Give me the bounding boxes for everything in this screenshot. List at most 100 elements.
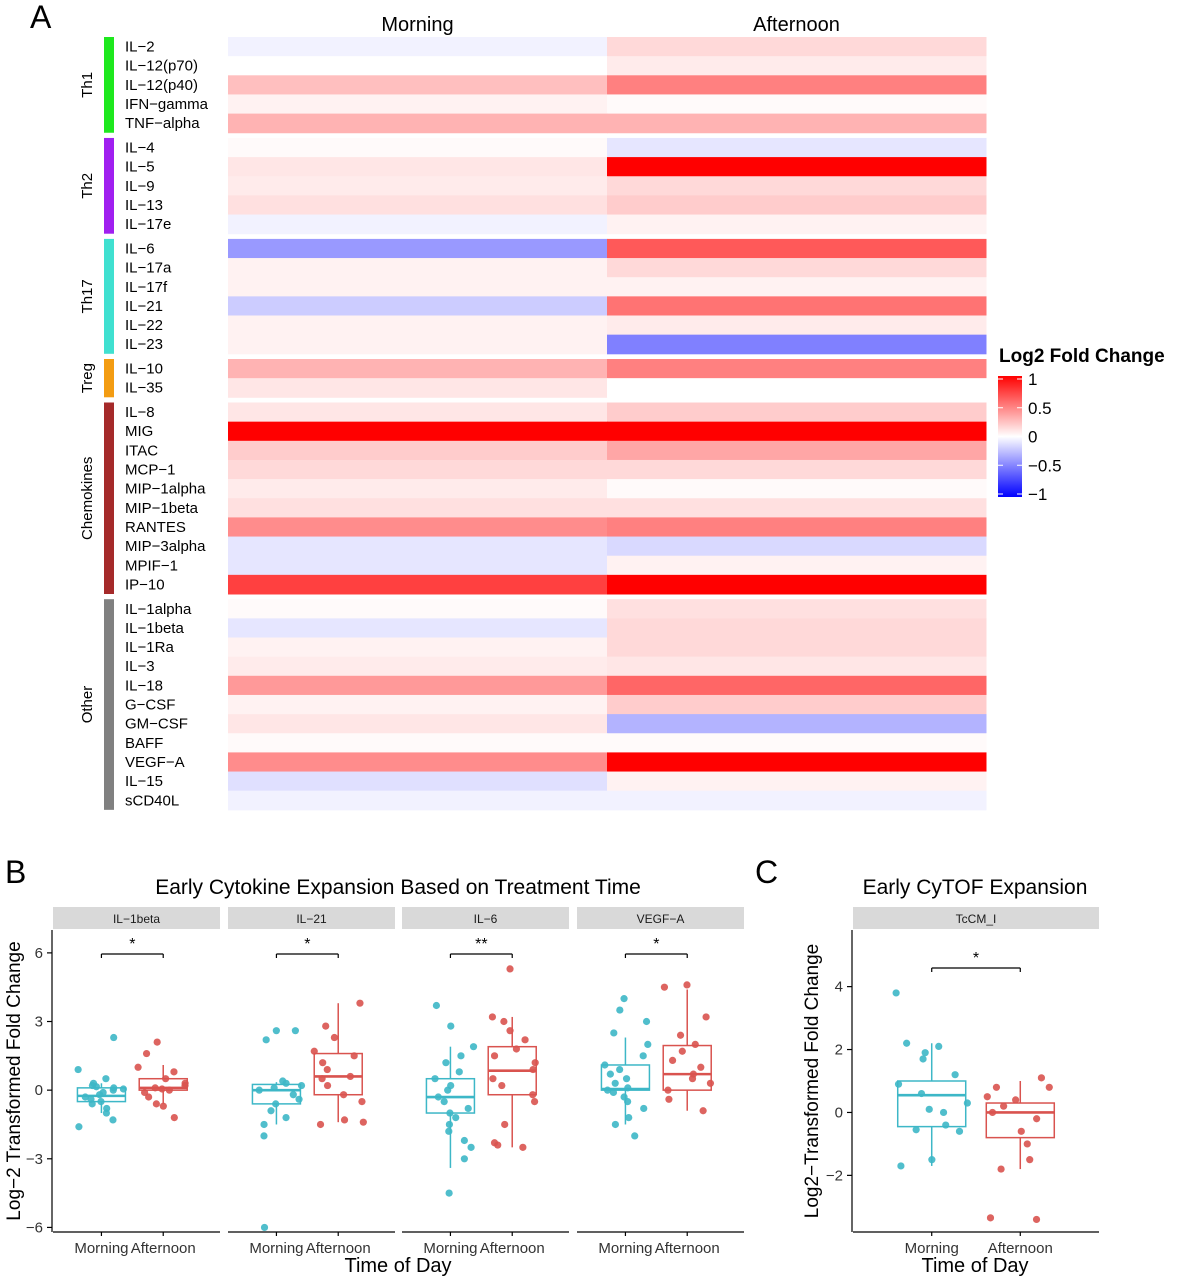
x-tick-label: Morning	[249, 1240, 303, 1257]
data-point	[921, 1049, 929, 1057]
heatmap-row-label: G−CSF	[125, 697, 175, 714]
data-point	[457, 1052, 465, 1060]
group-color-bar	[104, 37, 114, 133]
data-point	[340, 1116, 349, 1124]
data-point	[925, 1105, 933, 1113]
data-point	[255, 1086, 263, 1094]
data-point	[625, 1114, 633, 1122]
heatmap-cell	[607, 790, 987, 811]
data-point	[678, 1047, 686, 1055]
data-point	[530, 1097, 539, 1106]
data-point	[74, 1065, 82, 1074]
significance-label: *	[129, 936, 135, 953]
data-point	[683, 981, 691, 989]
y-axis-label: Log2−Transformed Fold Change	[802, 944, 823, 1218]
data-point	[158, 1085, 166, 1093]
data-point	[490, 1052, 499, 1060]
data-point	[620, 995, 628, 1003]
data-point	[529, 1065, 537, 1074]
heatmap-cell	[607, 656, 987, 677]
heatmap-row-label: IL−35	[125, 380, 163, 397]
data-point	[346, 1072, 354, 1081]
heatmap-row-label: RANTES	[125, 519, 186, 536]
data-point	[489, 1075, 497, 1083]
heatmap-cell	[607, 238, 987, 259]
data-point	[339, 1091, 348, 1099]
heatmap-row-label: IL−6	[125, 240, 155, 257]
heatmap-row-label: IL−21	[125, 298, 163, 315]
heatmap-cell	[228, 258, 608, 278]
heatmap-cell	[607, 440, 987, 461]
group-color-bar	[104, 599, 114, 810]
data-point	[445, 1189, 453, 1197]
x-axis-label: Time of Day	[921, 1255, 1028, 1277]
heatmap-cell	[228, 517, 608, 538]
data-point	[521, 1036, 529, 1044]
data-point	[963, 1099, 971, 1107]
data-point	[358, 1097, 366, 1106]
heatmap-cell	[228, 694, 608, 715]
data-point	[531, 1059, 539, 1067]
heatmap-cell	[607, 359, 987, 379]
data-point	[620, 1093, 628, 1101]
heatmap-row-label: IL−17e	[125, 216, 171, 233]
data-point	[102, 1075, 110, 1083]
data-point	[1045, 1083, 1053, 1091]
data-point	[260, 1120, 268, 1129]
data-point	[939, 1108, 948, 1117]
data-point	[291, 1027, 299, 1035]
data-point	[310, 1047, 318, 1055]
heatmap-cell	[228, 733, 608, 753]
significance-label: **	[475, 936, 487, 953]
group-color-bar	[104, 238, 114, 354]
heatmap-row-label: IL−8	[125, 404, 155, 421]
group-color-bar	[104, 359, 114, 398]
heatmap-row-label: IL−18	[125, 677, 163, 694]
heatmap-row-label: ITAC	[125, 442, 158, 459]
heatmap-cell	[228, 359, 608, 379]
data-point	[319, 1059, 327, 1067]
data-point	[318, 1075, 326, 1083]
heatmap-cell	[228, 113, 608, 134]
heatmap-cell	[607, 498, 987, 518]
facet-strip	[228, 907, 395, 929]
heatmap-cell	[607, 555, 987, 576]
data-point	[272, 1027, 280, 1035]
data-point	[87, 1095, 95, 1103]
data-point	[1000, 1102, 1008, 1110]
group-label: Other	[79, 686, 96, 724]
data-point	[697, 1063, 705, 1071]
x-tick-label: Afternoon	[480, 1240, 545, 1257]
heatmap-cell	[607, 771, 987, 792]
group-color-bar	[104, 137, 114, 234]
facet-strip-label: IL−21	[296, 912, 327, 926]
heatmap-row-label: IFN−gamma	[125, 96, 209, 113]
legend-tick-label: −0.5	[1028, 456, 1062, 475]
y-tick-label: −3	[26, 1151, 43, 1168]
data-point	[609, 1088, 618, 1097]
data-point	[506, 965, 514, 973]
data-point	[506, 1027, 514, 1035]
heatmap-cell	[607, 378, 987, 398]
facet-strip-label: TcCM_I	[956, 912, 997, 926]
heatmap-row-label: BAFF	[125, 735, 163, 752]
data-point	[442, 1059, 450, 1067]
data-point	[460, 1155, 468, 1163]
heatmap-cell	[607, 536, 987, 557]
data-point	[529, 1091, 537, 1099]
heatmap-cell	[607, 56, 987, 76]
data-point	[500, 1017, 508, 1026]
heatmap-row-label: IL−13	[125, 197, 163, 214]
data-point	[611, 1120, 619, 1129]
data-point	[498, 1081, 506, 1090]
data-point	[1033, 1115, 1041, 1123]
heatmap-cell	[607, 599, 987, 619]
legend-tick-label: 0	[1028, 428, 1037, 447]
data-point	[289, 1091, 297, 1099]
heatmap-row-label: MIP−1beta	[125, 500, 199, 517]
data-point	[359, 1118, 367, 1126]
heatmap-cell	[607, 618, 987, 638]
data-point	[903, 1039, 911, 1047]
data-point	[181, 1079, 189, 1087]
data-point	[642, 1017, 651, 1026]
